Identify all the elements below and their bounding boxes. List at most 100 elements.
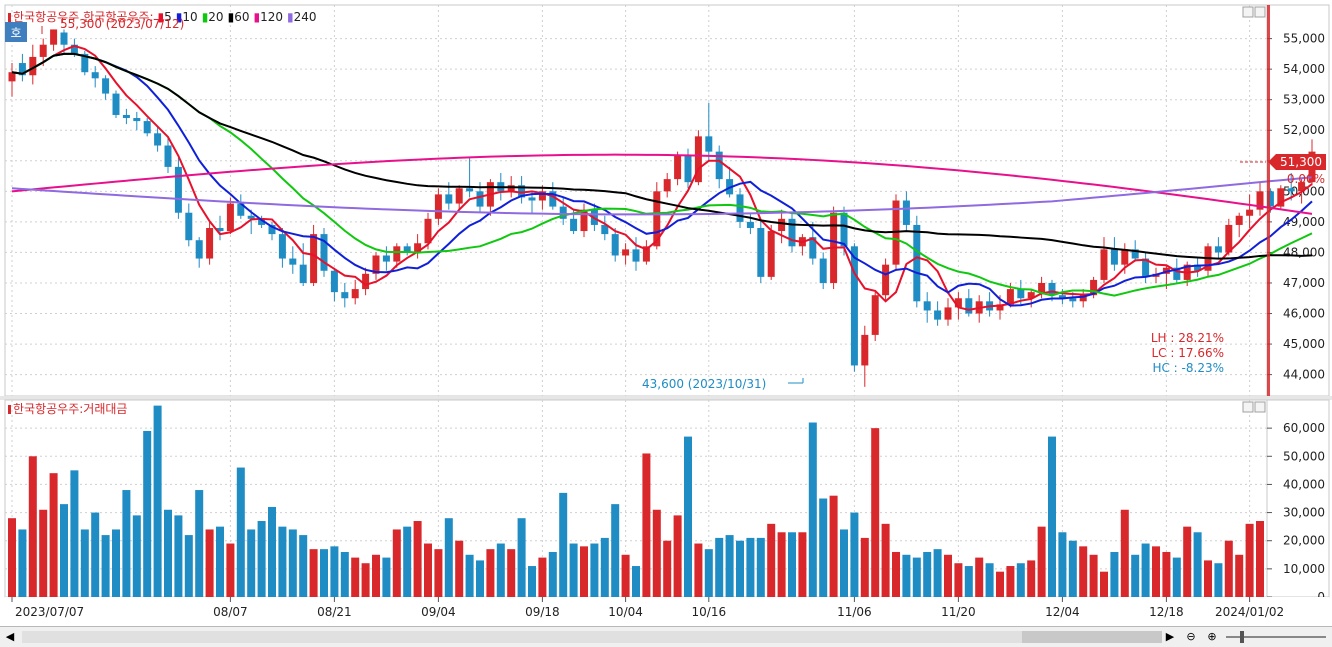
volume-bar: [1193, 532, 1202, 597]
volume-bar: [372, 554, 380, 597]
volume-bar: [320, 549, 328, 597]
price-legend[interactable]: 한국항공우주 한국항공우주: ▮5 ▮10 ▮20 ▮60 ▮120 ▮240: [13, 10, 317, 24]
legend-ma-swatch: ▮: [228, 10, 235, 24]
volume-bar: [496, 543, 505, 597]
volume-bar: [715, 537, 724, 597]
zoom-out-icon[interactable]: ⊖: [1186, 630, 1196, 643]
volume-bar: [247, 529, 256, 597]
candle-body: [1079, 295, 1087, 302]
candle-body: [310, 234, 318, 283]
volume-bar: [788, 532, 796, 597]
scroll-left-button[interactable]: ◀: [5, 630, 15, 643]
candle-body: [434, 194, 442, 219]
price-panel-maximize-button[interactable]: [1242, 6, 1254, 18]
candle-body: [715, 151, 723, 180]
volume-bar: [673, 515, 682, 597]
volume-panel-maximize-button[interactable]: [1242, 401, 1254, 413]
scroll-thumb[interactable]: [1022, 631, 1162, 643]
legend-ma-swatch: ▮: [202, 10, 209, 24]
volume-bar: [1183, 526, 1192, 597]
volume-bar: [132, 515, 141, 597]
volume-bar: [424, 543, 432, 597]
legend-ma-label: 5: [164, 10, 172, 24]
price-tick-label: 55,000: [1283, 32, 1325, 46]
candle-body: [944, 307, 952, 320]
volume-panel[interactable]: [4, 399, 1268, 598]
volume-bar: [902, 554, 911, 597]
legend-ma-prefix: 한국항공우주:: [83, 10, 153, 24]
candle-body: [1298, 182, 1306, 192]
scroll-right-button[interactable]: ▶: [1165, 630, 1175, 643]
price-tick-label: 44,000: [1283, 368, 1325, 382]
candle-body: [788, 218, 796, 247]
zoom-slider-handle[interactable]: [1240, 631, 1244, 643]
volume-bar: [8, 518, 16, 597]
zoom-slider[interactable]: [1226, 631, 1326, 643]
date-tick-label: 10/04: [608, 605, 643, 619]
legend-ma-label: 60: [234, 10, 249, 24]
price-tick-label: 54,000: [1283, 62, 1325, 76]
date-tick-label: 09/18: [525, 605, 560, 619]
volume-bar: [767, 523, 776, 597]
hc-stat: HC : -8.23%: [1152, 361, 1224, 375]
volume-bar: [808, 422, 817, 597]
candle-body: [414, 243, 422, 253]
date-tick-label: 12/18: [1149, 605, 1184, 619]
panel-divider[interactable]: [0, 396, 1332, 400]
volume-bar: [1235, 554, 1244, 597]
zoom-in-icon[interactable]: ⊕: [1207, 630, 1217, 643]
candle-body: [1069, 298, 1077, 302]
volume-bar: [1141, 543, 1150, 597]
volume-legend[interactable]: 한국항공우주:거래대금: [13, 402, 127, 416]
candle-body: [601, 224, 609, 235]
volume-bar: [39, 509, 48, 597]
volume-bar: [330, 546, 339, 597]
candle-body: [1287, 188, 1295, 192]
candle-body: [289, 258, 297, 265]
volume-bar: [164, 509, 172, 597]
ho-badge[interactable]: [5, 22, 27, 42]
candle-body: [674, 154, 682, 180]
volume-bar: [1172, 557, 1181, 597]
volume-panel-close-button[interactable]: [1254, 401, 1266, 413]
volume-bar: [1120, 509, 1129, 597]
scroll-track[interactable]: [22, 631, 1162, 643]
volume-bar: [580, 546, 588, 597]
moving-average-lines: [11, 44, 1313, 311]
candle-body: [403, 246, 411, 253]
date-tick-label: 12/04: [1045, 605, 1080, 619]
candle-body: [122, 114, 130, 119]
volume-bar: [590, 543, 599, 597]
candle-body: [8, 72, 16, 82]
volume-bar: [1016, 563, 1025, 597]
candle-body: [102, 78, 110, 94]
candle-body: [320, 234, 328, 271]
price-tick-label: 52,000: [1283, 123, 1325, 137]
volume-bar: [18, 529, 27, 597]
ma-line-60: [11, 52, 1313, 260]
volume-bar: [1256, 521, 1264, 597]
volume-bar: [434, 549, 443, 597]
price-tick-label: 53,000: [1283, 93, 1325, 107]
volume-bar: [964, 566, 973, 597]
date-axis-area: [5, 597, 1329, 625]
volume-tick-label: 60,000: [1283, 421, 1325, 435]
volume-tick-label: 30,000: [1283, 506, 1325, 520]
candle-body: [757, 227, 765, 277]
volume-bar: [382, 557, 391, 597]
volume-bar: [559, 492, 568, 597]
volume-bar: [143, 430, 152, 597]
candle-body: [91, 72, 99, 79]
volume-bar: [257, 521, 266, 597]
volume-bar: [1068, 540, 1077, 597]
legend-ma-swatch: ▮: [158, 10, 165, 24]
date-tick-label: 2024/01/02: [1215, 605, 1284, 619]
candle-body: [934, 310, 942, 320]
candle-body: [528, 197, 536, 201]
volume-bar: [309, 549, 318, 597]
ma-line-240: [11, 176, 1313, 216]
candle-body: [580, 209, 588, 232]
candle-body: [767, 231, 775, 277]
price-panel-close-button[interactable]: [1254, 6, 1266, 18]
candle-body: [1131, 249, 1139, 259]
